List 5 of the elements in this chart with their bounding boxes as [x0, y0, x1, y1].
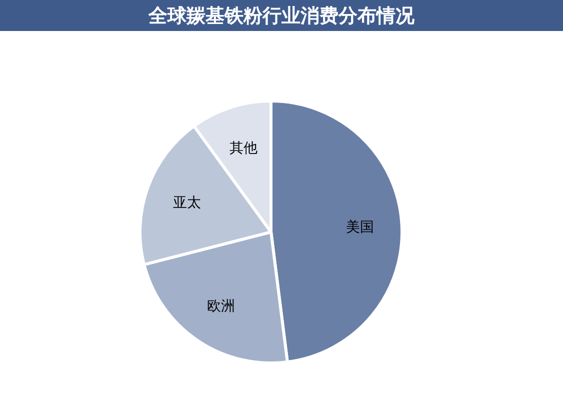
slice-label: 美国 [346, 219, 374, 236]
slice-label: 亚太 [173, 194, 202, 211]
slice-label: 其他 [229, 140, 258, 156]
slice-label: 欧洲 [206, 298, 235, 315]
chart-title: 全球羰基铁粉行业消费分布情况 [148, 5, 416, 27]
